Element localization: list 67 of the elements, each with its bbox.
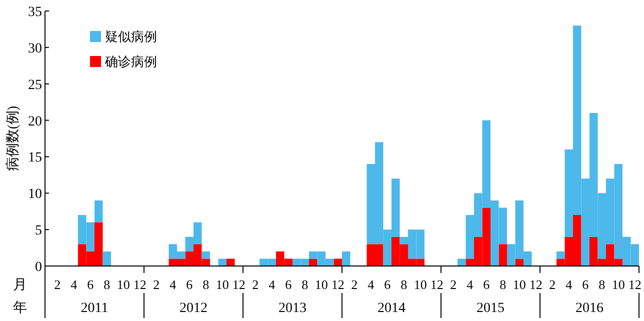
x-tick-label: 8 xyxy=(400,277,408,292)
x-tick-label: 6 xyxy=(384,277,392,292)
x-tick-label: 6 xyxy=(483,277,490,292)
y-tick-label: 10 xyxy=(28,187,42,202)
x-tick-label: 4 xyxy=(368,277,375,292)
y-axis-title: 病例数(例) xyxy=(5,106,21,172)
bar xyxy=(309,258,318,266)
x-tick-label: 8 xyxy=(104,277,110,292)
x-tick-label: 6 xyxy=(582,277,590,292)
x-tick-label: 2 xyxy=(549,277,556,292)
text: 2012 xyxy=(180,301,208,316)
x-tick-label: 12 xyxy=(628,277,642,292)
x-tick-label: 4 xyxy=(70,277,78,292)
x-tick-label: 2 xyxy=(54,277,61,292)
x-tick-label: 4 xyxy=(268,277,276,292)
bar xyxy=(102,251,111,266)
x-tick-label: 10 xyxy=(314,277,328,292)
text: 月 xyxy=(13,278,27,293)
x-tick-label: 10 xyxy=(116,277,130,292)
legend-label: 疑似病例 xyxy=(105,29,157,44)
bar xyxy=(218,258,226,266)
x-tick-label: 10 xyxy=(414,277,427,292)
bar xyxy=(556,251,565,259)
text: 2011 xyxy=(80,301,108,316)
y-tick-label: 5 xyxy=(35,224,42,239)
y-tick-label: 30 xyxy=(28,41,42,56)
x-tick-label: 8 xyxy=(598,277,606,292)
x-tick-label: 6 xyxy=(186,277,194,292)
x-tick-label: 6 xyxy=(285,277,292,292)
text: 2015 xyxy=(476,301,504,316)
x-tick-label: 4 xyxy=(566,277,573,292)
x-tick-label: 6 xyxy=(87,277,94,292)
x-tick-label: 2 xyxy=(153,277,160,292)
x-tick-label: 12 xyxy=(529,277,542,292)
x-tick-label: 12 xyxy=(133,277,146,292)
y-tick-label: 25 xyxy=(28,78,42,93)
x-tick-label: 10 xyxy=(216,277,229,292)
text: 2013 xyxy=(278,301,306,316)
x-tick-label: 8 xyxy=(500,277,506,292)
y-tick-label: 15 xyxy=(28,150,42,166)
x-tick-label: 12 xyxy=(232,277,246,292)
y-tick-label: 35 xyxy=(28,5,42,20)
x-tick-label: 2 xyxy=(450,277,457,292)
bar xyxy=(515,258,524,266)
text: 2016 xyxy=(576,301,604,316)
x-tick-label: 10 xyxy=(512,277,526,292)
x-tick-label: 12 xyxy=(331,277,344,292)
text: 2014 xyxy=(378,301,406,316)
y-tick-label: 20 xyxy=(28,114,42,130)
x-tick-label: 8 xyxy=(302,277,308,292)
x-tick-label: 2 xyxy=(252,277,259,292)
x-tick-label: 12 xyxy=(430,277,444,292)
x-tick-label: 4 xyxy=(170,277,177,292)
x-tick-label: 8 xyxy=(202,277,210,292)
bar xyxy=(334,258,342,266)
bar xyxy=(458,258,466,266)
bar xyxy=(498,244,507,266)
bar xyxy=(94,200,103,222)
text: 年 xyxy=(13,300,27,316)
x-tick-label: 10 xyxy=(612,277,625,292)
legend-label: 确诊病例 xyxy=(104,54,157,69)
bar xyxy=(202,251,210,259)
bar xyxy=(342,251,350,266)
x-tick-label: 4 xyxy=(466,277,474,292)
y-tick-label: 0 xyxy=(35,260,42,275)
x-tick-label: 2 xyxy=(351,277,358,292)
bar xyxy=(226,258,235,266)
